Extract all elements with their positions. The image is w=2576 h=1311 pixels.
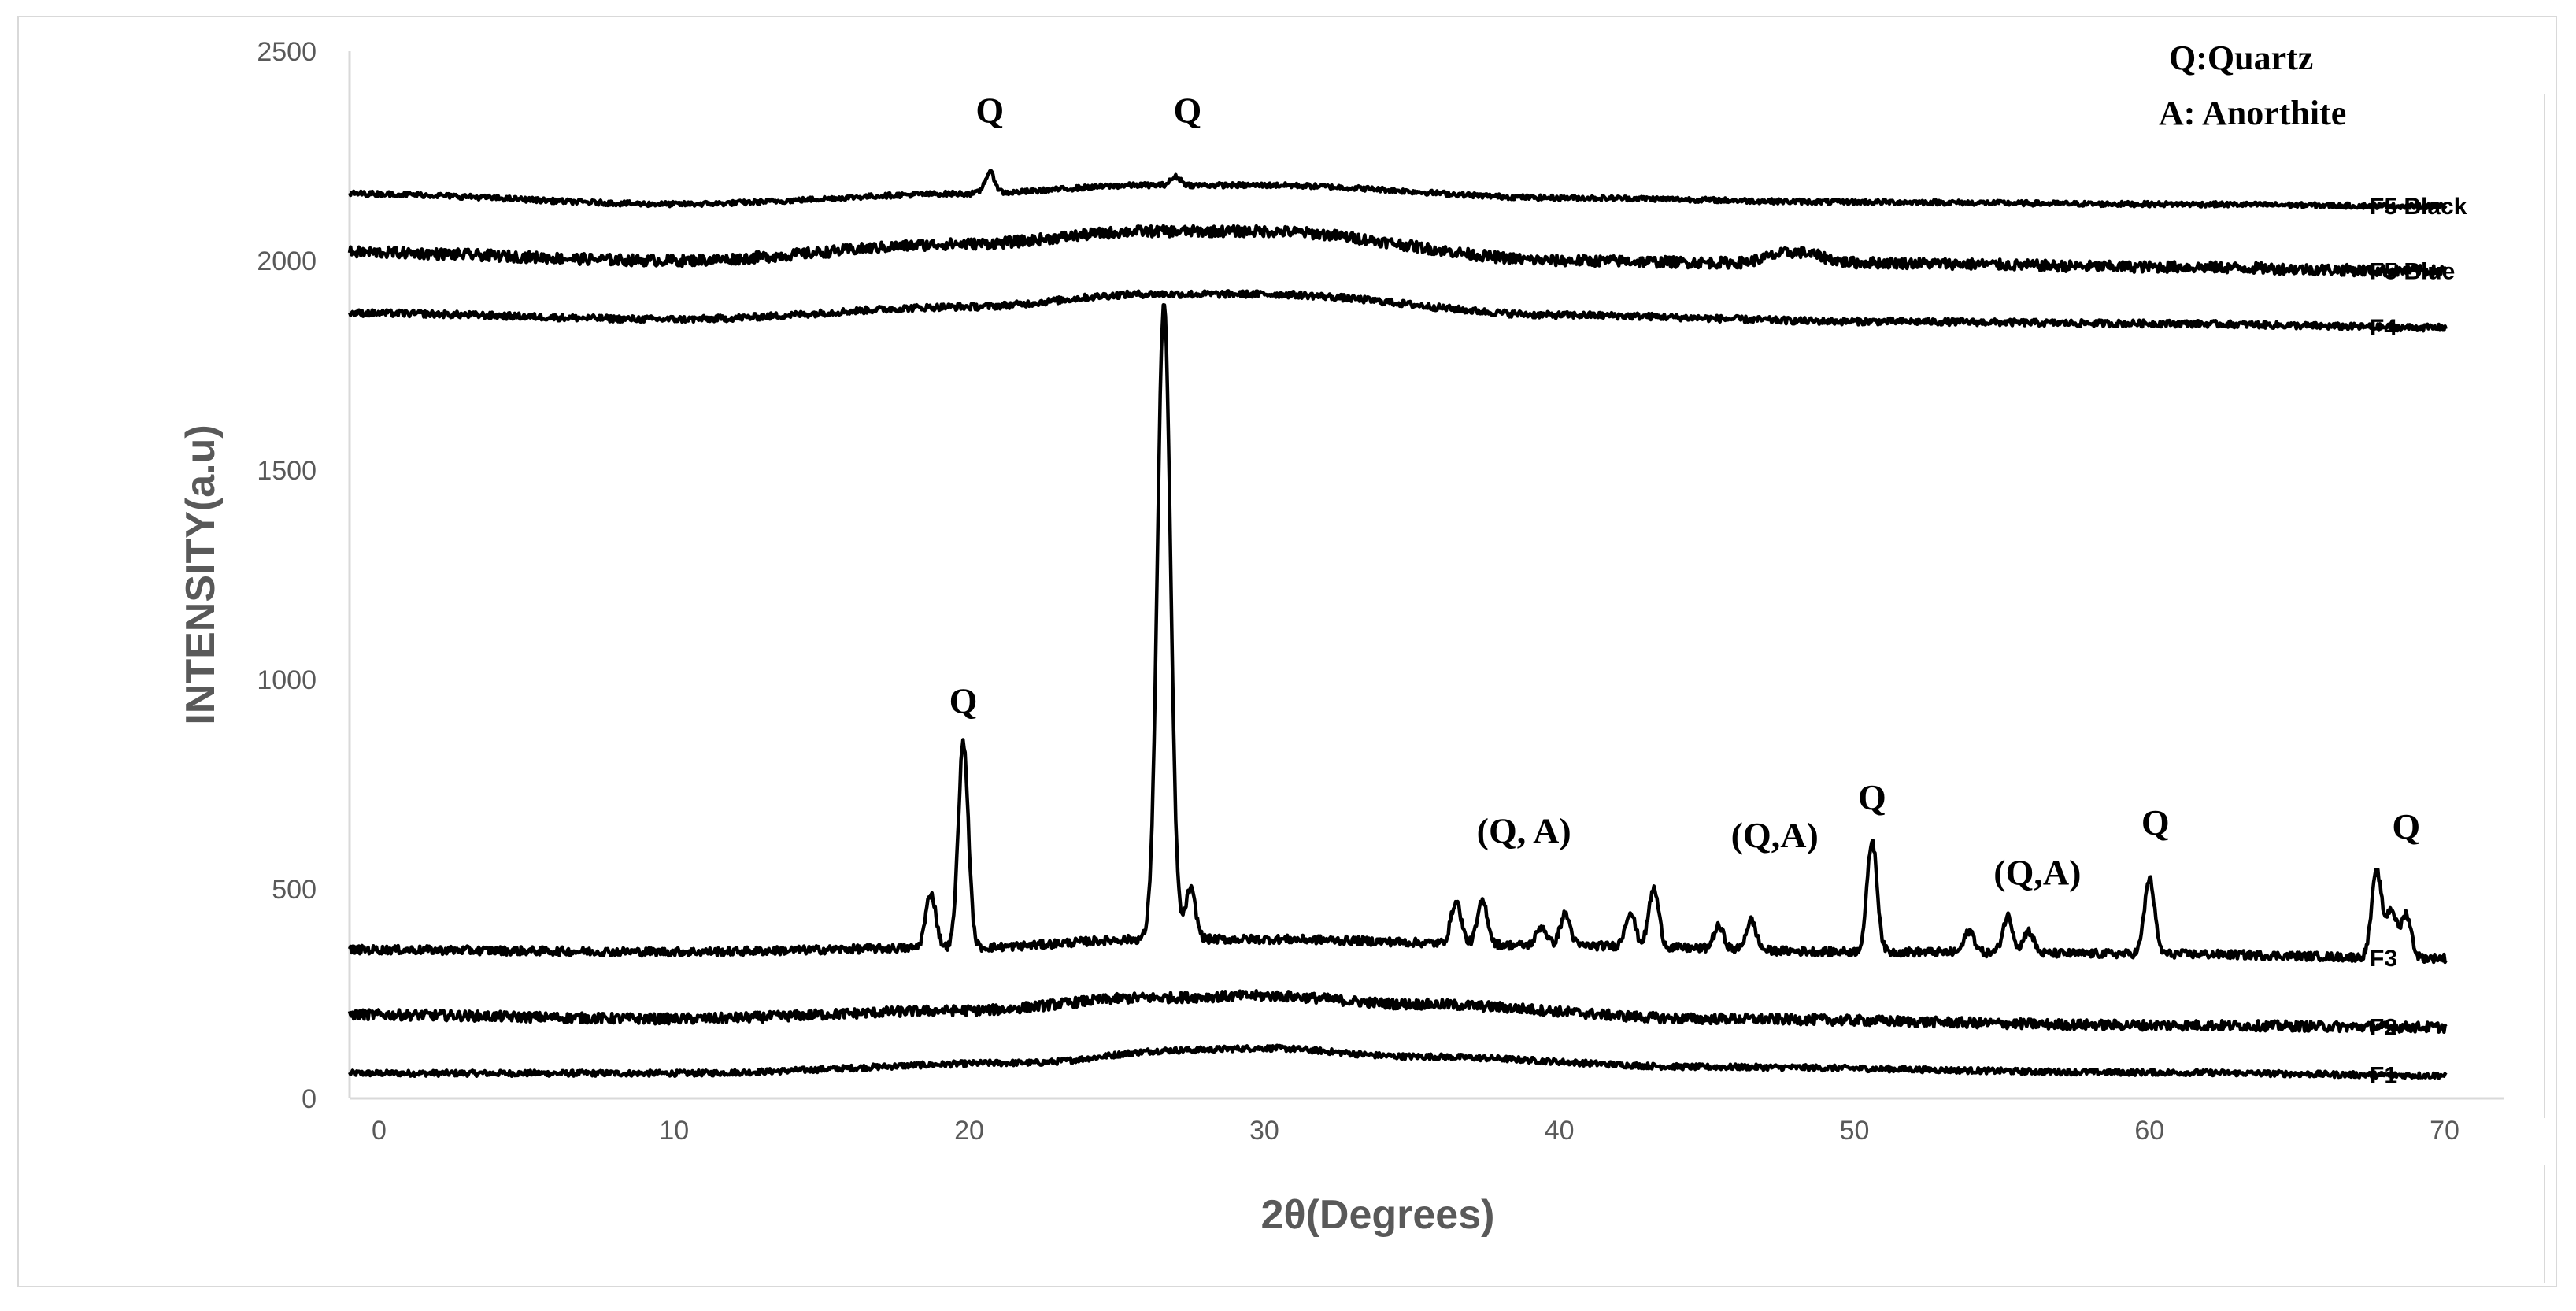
peak-annotation: Q: [2392, 806, 2420, 846]
x-tick-label: 60: [2134, 1116, 2164, 1146]
series-label: F3: [2370, 946, 2397, 972]
y-tick-label: 0: [302, 1084, 316, 1114]
chart-frame-edge: [2544, 94, 2553, 1118]
series-line-f5-black: [347, 169, 2448, 211]
chart-frame-edge-lower: [2544, 1165, 2553, 1283]
x-tick-label: 20: [954, 1116, 984, 1146]
x-tick-label: 30: [1249, 1116, 1279, 1146]
legend-note-quartz: Q:Quartz: [2169, 39, 2313, 77]
legend-note-anorthite: A: Anorthite: [2159, 94, 2346, 132]
x-tick-label: 70: [2430, 1116, 2459, 1146]
peak-annotation: Q: [975, 90, 1004, 130]
y-axis-title: INTENSITY(a.u): [178, 424, 224, 724]
x-tick-label: 50: [1840, 1116, 1870, 1146]
y-tick-label: 1500: [257, 456, 316, 486]
peak-annotation: (Q,A): [1731, 815, 1819, 855]
x-tick-label: 40: [1545, 1116, 1575, 1146]
axes: [348, 51, 2504, 1100]
peak-annotation: (Q, A): [1477, 810, 1571, 850]
series-label: F1: [2370, 1063, 2397, 1089]
series-line-f4: [347, 289, 2448, 333]
series-label: F2: [2370, 1015, 2397, 1041]
series-line-f3: [347, 303, 2448, 965]
series-line-f5-blue: [347, 224, 2448, 278]
y-tick-label: 1000: [257, 665, 316, 695]
x-axis-title: 2θ(Degrees): [1261, 1192, 1495, 1238]
y-tick-label: 500: [272, 875, 316, 905]
peak-annotation: Q: [2141, 802, 2170, 843]
peak-annotation: (Q,A): [1993, 853, 2081, 893]
y-tick-label: 2000: [257, 246, 316, 276]
series-line-f1: [347, 1043, 2448, 1080]
series-label: F5 Black: [2370, 194, 2467, 220]
y-tick-label: 2500: [257, 37, 316, 67]
x-tick-label: 10: [659, 1116, 689, 1146]
series-labels: F1 F2 F3 F4 F5 Blue F5 Black: [2370, 194, 2467, 1089]
series-line-f2: [347, 989, 2448, 1035]
series-lines: [347, 169, 2448, 1080]
peak-annotation: Q: [1858, 777, 1886, 817]
peak-annotation: Q: [949, 681, 978, 721]
y-tick-labels: 0 500 1000 1500 2000 2500: [257, 37, 316, 1114]
series-label: F4: [2370, 315, 2397, 341]
peak-annotation: Q: [1174, 90, 1202, 130]
peak-annotations: Q Q Q (Q, A) (Q,A) Q (Q,A) Q Q: [949, 90, 2421, 892]
x-tick-labels: 0 10 20 30 40 50 60 70: [372, 1116, 2459, 1146]
series-label: F5 Blue: [2370, 258, 2455, 284]
x-tick-label: 0: [372, 1116, 387, 1146]
